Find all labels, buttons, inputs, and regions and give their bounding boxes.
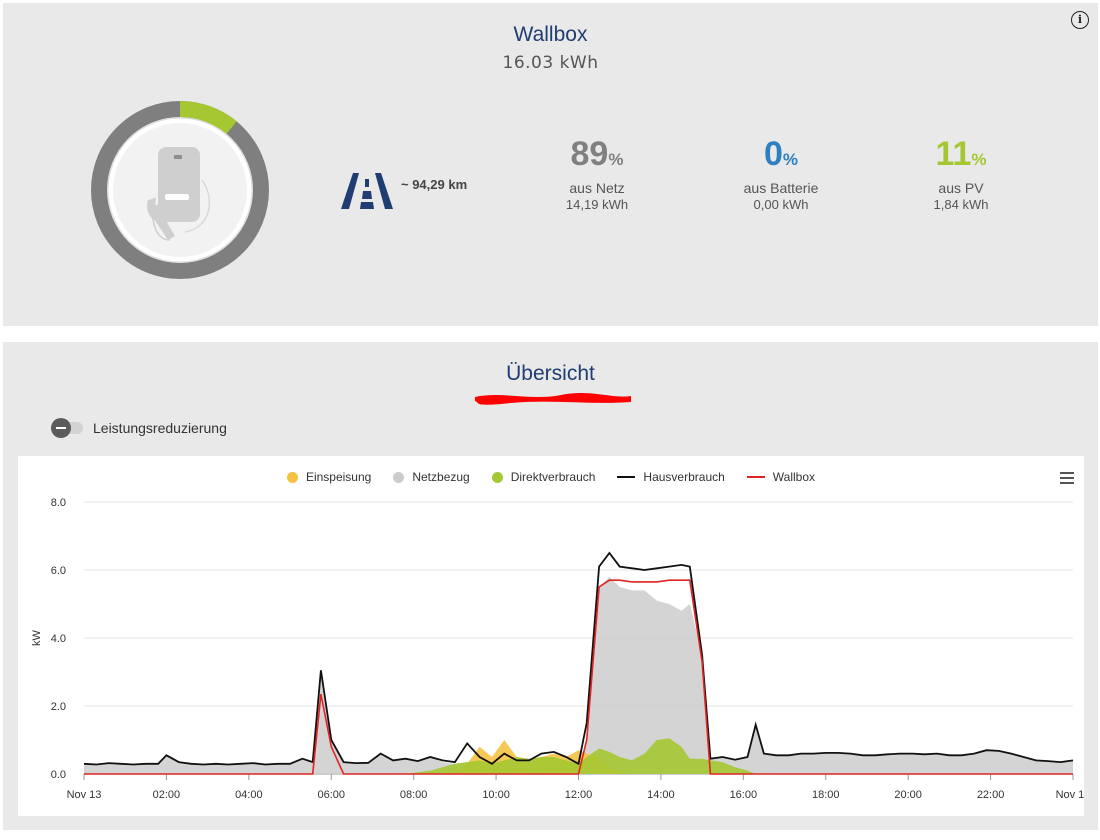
wallbox-charger-icon <box>147 147 211 241</box>
power-chart: Einspeisung Netzbezug Direktverbrauch Hausv… <box>18 456 1084 816</box>
x-tick-label: 16:00 <box>730 789 758 801</box>
y-tick-label: 8.0 <box>51 497 66 509</box>
series-area-netzbezug <box>84 576 1073 774</box>
y-tick-label: 0.0 <box>51 769 66 781</box>
stat-pv-energy: 1,84 kWh <box>933 197 989 212</box>
wallbox-panel: Wallbox 16.03 kWh i ~ 94,29 km 89% aus N… <box>3 3 1098 326</box>
charging-ring <box>91 101 269 279</box>
overview-panel: Übersicht Leistungsreduzierung Einspeisu… <box>3 342 1098 830</box>
leistungsreduzierung-toggle[interactable]: Leistungsreduzierung <box>51 418 227 438</box>
legend-swatch <box>286 471 298 483</box>
chart-menu-icon[interactable] <box>1060 472 1074 487</box>
legend-swatch <box>746 476 765 478</box>
legend-swatch <box>393 471 405 483</box>
series-line-wallbox <box>84 579 1073 775</box>
toggle-label: Leistungsreduzierung <box>93 420 227 436</box>
stat-netz-energy: 14,19 kWh <box>565 197 629 212</box>
y-axis-label: kW <box>31 629 43 646</box>
legend-item-hausverbrauch[interactable]: Hausverbrauch <box>617 470 725 484</box>
x-tick-label: 04:00 <box>235 789 263 801</box>
wallbox-energy: 16.03 kWh <box>502 53 599 73</box>
road-icon <box>341 173 393 209</box>
x-tick-label: 06:00 <box>317 789 345 801</box>
x-tick-label: Nov 14 <box>1056 789 1084 801</box>
stat-batterie-label: aus Batterie <box>743 180 819 196</box>
stat-pv-label: aus PV <box>938 180 984 196</box>
toggle-knob[interactable] <box>51 418 71 438</box>
legend-label: Einspeisung <box>305 470 372 484</box>
legend-item-direktverbrauch[interactable]: Direktverbrauch <box>491 470 596 484</box>
legend-swatch <box>617 476 636 478</box>
stat-pv: 11% aus PV 1,84 kWh <box>881 135 1041 212</box>
legend-swatch <box>491 471 503 483</box>
x-tick-label: 22:00 <box>977 789 1005 801</box>
series-area-direktverbrauch <box>84 738 1073 774</box>
x-tick-label: 20:00 <box>894 789 922 801</box>
chart-plot: 0.0 2.0 4.0 6.0 8.0 kW Nov 13 02:00 04:00 06:00 08… <box>31 497 1084 801</box>
x-tick-label: 14:00 <box>647 789 675 801</box>
info-icon[interactable]: i <box>1071 11 1089 29</box>
stat-batterie-energy: 0,00 kWh <box>753 197 809 212</box>
stat-netz-label: aus Netz <box>569 180 625 196</box>
y-tick-label: 4.0 <box>51 633 66 645</box>
x-tick-label: 02:00 <box>153 789 181 801</box>
legend-label: Netzbezug <box>412 470 470 484</box>
stat-batterie-pct: 0% <box>763 135 799 173</box>
y-tick-label: 2.0 <box>51 701 66 713</box>
legend-item-netzbezug[interactable]: Netzbezug <box>393 470 470 484</box>
stat-batterie: 0% aus Batterie 0,00 kWh <box>701 135 861 212</box>
series-area-einspeisung <box>84 740 1073 774</box>
range-indicator: ~ 94,29 km <box>339 173 467 209</box>
series-line-hausverbrauch <box>83 551 1074 766</box>
legend-item-einspeisung[interactable]: Einspeisung <box>286 470 372 484</box>
stat-pv-pct: 11% <box>935 135 987 173</box>
toggle-track[interactable] <box>51 418 83 438</box>
legend-item-wallbox[interactable]: Wallbox <box>746 470 816 484</box>
stat-netz-pct: 89% <box>570 135 624 173</box>
wallbox-title: Wallbox <box>513 23 588 46</box>
chart-legend: Einspeisung Netzbezug Direktverbrauch Hausv… <box>18 470 1084 484</box>
y-tick-label: 6.0 <box>51 565 66 577</box>
x-tick-label: 12:00 <box>565 789 593 801</box>
x-tick-label: Nov 13 <box>67 789 102 801</box>
x-tick-label: 08:00 <box>400 789 428 801</box>
legend-label: Hausverbrauch <box>643 470 725 484</box>
x-tick-label: 18:00 <box>812 789 840 801</box>
legend-label: Direktverbrauch <box>510 470 596 484</box>
legend-label: Wallbox <box>772 470 816 484</box>
ring-green-segment <box>179 101 237 134</box>
range-text: ~ 94,29 km <box>401 176 468 192</box>
stat-netz: 89% aus Netz 14,19 kWh <box>517 135 677 212</box>
redaction-mark <box>475 393 631 405</box>
overview-title: Übersicht <box>506 362 595 385</box>
x-tick-label: 10:00 <box>482 789 510 801</box>
